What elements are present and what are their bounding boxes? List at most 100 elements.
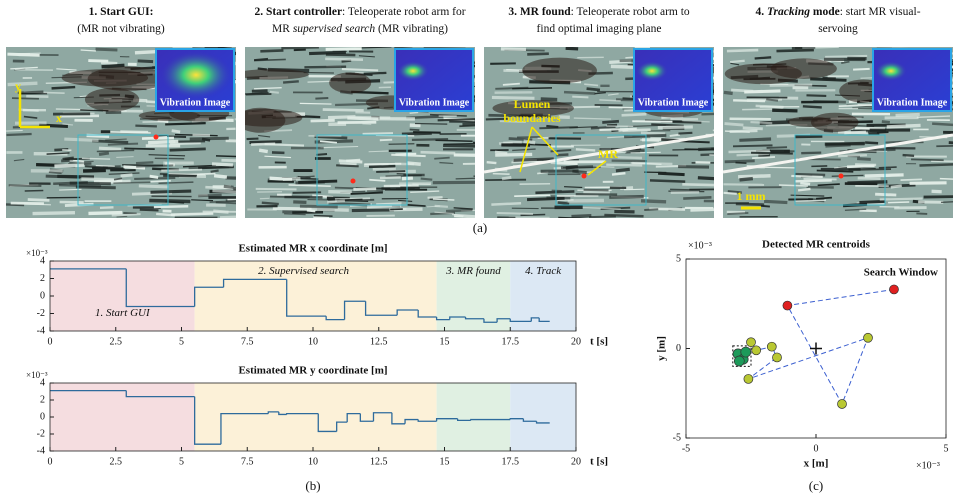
speckle — [670, 190, 700, 194]
step-segment — [193, 396, 221, 445]
step-segment — [396, 309, 419, 316]
speckle — [590, 125, 616, 130]
dark-region — [245, 69, 309, 80]
dark-region — [492, 100, 574, 117]
speckle — [795, 172, 826, 177]
caption-part: find optimal imaging plane — [537, 23, 662, 35]
speckle — [434, 211, 454, 215]
speckle — [258, 148, 269, 154]
speckle — [609, 194, 644, 199]
annotation: Lumen — [514, 97, 551, 111]
speckle — [776, 48, 814, 53]
speckle — [733, 99, 766, 103]
speckle — [723, 191, 737, 195]
speckle — [299, 102, 332, 105]
speckle — [92, 166, 125, 170]
step-segment — [538, 317, 550, 323]
speckle — [485, 117, 509, 121]
speckle — [293, 200, 307, 205]
caption-part: (MR vibrating) — [375, 23, 448, 35]
speckle — [724, 159, 755, 164]
speckle — [309, 50, 346, 56]
step-segment — [325, 316, 345, 321]
speckle — [501, 175, 512, 181]
speckle — [742, 126, 763, 131]
speckle — [726, 48, 759, 53]
caption-part: 1. Start GUI: — [89, 6, 154, 18]
speckle — [258, 134, 271, 138]
centroid — [772, 352, 782, 363]
speckle — [462, 122, 475, 126]
speckle — [149, 174, 159, 179]
speckle — [502, 82, 520, 86]
speckle — [558, 216, 591, 218]
speckle — [299, 204, 338, 209]
speckle — [602, 119, 620, 124]
inset-label: Vibration Image — [160, 97, 231, 108]
speckle — [763, 199, 788, 205]
speckle — [10, 66, 38, 70]
ultrasound-image: Vibration Image — [723, 47, 953, 218]
speckle — [246, 137, 259, 141]
speckle — [320, 145, 359, 149]
speckle — [795, 199, 826, 202]
lumen-line — [723, 133, 953, 174]
x-tick-label: -5 — [682, 443, 690, 454]
speckle — [729, 59, 745, 64]
x-tick-label: 5 — [179, 456, 184, 467]
inset-label: Vibration Image — [399, 97, 470, 108]
x-tick-label: 2.5 — [110, 456, 123, 467]
speckle — [254, 87, 282, 90]
speckle — [941, 201, 953, 203]
speckle — [750, 121, 773, 125]
speckle — [105, 138, 127, 141]
dark-region — [84, 87, 140, 112]
speckle — [701, 112, 714, 116]
speckle — [727, 212, 749, 215]
y-axis-label: y [m] — [656, 336, 668, 361]
speckle — [571, 213, 592, 218]
speckle — [943, 130, 953, 134]
speckle — [32, 210, 76, 216]
speckle — [459, 124, 475, 128]
speckle — [900, 178, 923, 181]
caption-part: : Teleoperate robot arm to — [571, 6, 690, 18]
speckle — [83, 168, 106, 173]
speckle — [640, 199, 667, 204]
centroid — [740, 346, 752, 358]
speckle — [803, 177, 837, 181]
speckle — [234, 51, 236, 56]
speckle — [772, 108, 798, 113]
speckle — [394, 47, 413, 49]
step-segment — [435, 418, 458, 422]
speckle — [281, 47, 319, 50]
caption: 4. Tracking mode: start MR visual- — [755, 6, 920, 18]
phase-label: 3. MR found — [445, 265, 501, 277]
step-segment — [336, 421, 348, 432]
speckle — [657, 125, 693, 130]
caption: 1. Start GUI: — [89, 6, 154, 18]
speckle — [611, 172, 626, 176]
speckle — [453, 153, 475, 157]
speckle — [678, 131, 693, 135]
speckle — [264, 143, 305, 147]
speckle — [683, 195, 712, 200]
step-segment — [417, 310, 437, 318]
y-tick-label: -5 — [673, 432, 681, 443]
plot-frame — [49, 260, 577, 332]
speckle — [120, 173, 133, 178]
x-tick-label: 17.5 — [502, 336, 520, 347]
roi-box — [555, 134, 647, 206]
speckle — [379, 138, 393, 142]
speckle — [589, 215, 616, 218]
step-segment — [435, 317, 450, 321]
speckle — [738, 174, 771, 179]
x-tick-label: 15 — [440, 456, 450, 467]
speckle — [583, 188, 609, 192]
speckle — [724, 130, 750, 133]
step-segment — [364, 301, 398, 316]
speckle — [95, 165, 115, 167]
speckle — [727, 190, 742, 195]
speckle — [445, 208, 473, 213]
